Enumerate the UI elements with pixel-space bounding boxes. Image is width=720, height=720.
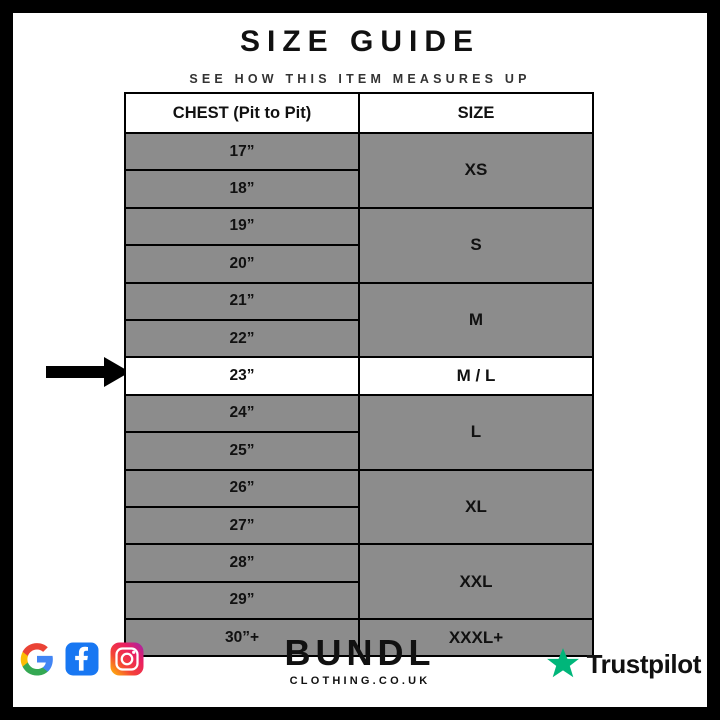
- size-table-container: CHEST (Pit to Pit) SIZE 17” XS 18” 19” S…: [124, 92, 594, 658]
- chest-value: 23”: [124, 356, 360, 396]
- table-row: 29”: [124, 580, 593, 621]
- chest-value: 22”: [124, 318, 360, 359]
- google-icon[interactable]: [19, 641, 55, 677]
- chest-value: 17”: [124, 131, 360, 172]
- chest-value: 25”: [124, 431, 360, 471]
- column-header-chest: CHEST (Pit to Pit): [124, 92, 360, 134]
- size-value: S: [358, 206, 594, 284]
- chest-value: 29”: [124, 580, 360, 621]
- table-row: 22”: [124, 318, 593, 359]
- chest-value: 24”: [124, 393, 360, 434]
- size-table: CHEST (Pit to Pit) SIZE 17” XS 18” 19” S…: [124, 92, 594, 658]
- table-row: 30”+ XXXL+: [124, 618, 594, 658]
- trustpilot-badge[interactable]: Trustpilot: [546, 647, 701, 681]
- size-guide-card: SIZE GUIDE SEE HOW THIS ITEM MEASURES UP…: [13, 13, 707, 707]
- instagram-icon[interactable]: [109, 641, 145, 677]
- trustpilot-label: Trustpilot: [586, 648, 702, 679]
- chest-value: 28”: [124, 543, 360, 583]
- table-row: 27”: [124, 505, 593, 546]
- size-value: XL: [358, 468, 594, 546]
- chest-value: 27”: [124, 505, 360, 546]
- table-row: 18”: [124, 169, 593, 209]
- table-row: 21” M: [124, 281, 594, 359]
- size-value: M: [358, 281, 594, 359]
- chest-value: 26”: [124, 468, 360, 508]
- facebook-icon[interactable]: [64, 641, 100, 677]
- size-value: M / L: [358, 356, 594, 396]
- page-title: SIZE GUIDE: [239, 25, 481, 58]
- table-row: 19” S: [124, 206, 594, 284]
- footer: BUNDL CLOTHING.CO.UK Trustpilot: [13, 633, 707, 707]
- chest-value: 18”: [124, 169, 360, 209]
- chest-value: 19”: [124, 206, 360, 247]
- column-header-size: SIZE: [358, 92, 594, 134]
- size-value: XXXL+: [358, 618, 594, 658]
- chest-value: 21”: [124, 281, 360, 321]
- table-row: 20”: [124, 244, 593, 284]
- chest-value: 20”: [124, 244, 360, 284]
- highlight-arrow-icon: [46, 357, 130, 387]
- table-row: 28” XXL: [124, 543, 594, 621]
- table-header-row: CHEST (Pit to Pit) SIZE: [124, 92, 594, 134]
- trustpilot-star-icon: [546, 648, 579, 678]
- size-value: XS: [358, 132, 594, 209]
- table-row: 26” XL: [124, 468, 594, 546]
- chest-value: 30”+: [124, 618, 360, 658]
- size-value: L: [358, 393, 594, 471]
- brand-website: CLOTHING.CO.UK: [289, 675, 431, 687]
- table-row: 17” XS: [124, 131, 594, 209]
- table-row: 25”: [124, 431, 593, 471]
- social-links: [19, 641, 145, 677]
- size-value: XXL: [358, 543, 594, 621]
- brand-name: BUNDL: [284, 632, 436, 673]
- page-subtitle: SEE HOW THIS ITEM MEASURES UP: [189, 72, 531, 86]
- table-row-highlighted: 23” M / L: [124, 356, 594, 396]
- table-row: 24” L: [124, 393, 594, 471]
- table-body: 17” XS 18” 19” S 20” 21” M 22”: [124, 131, 594, 658]
- brand-block: BUNDL CLOTHING.CO.UK: [13, 632, 707, 688]
